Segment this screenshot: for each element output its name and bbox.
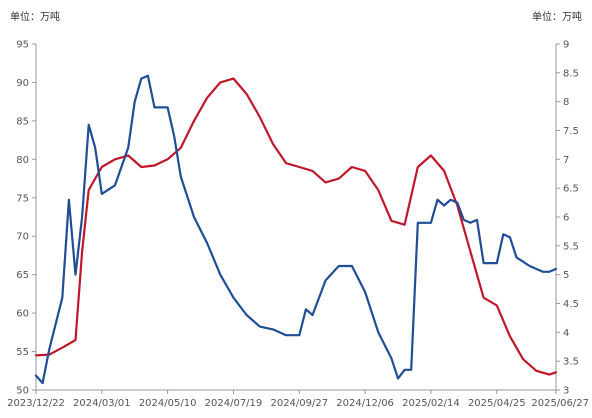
x-tick-label: 2024/07/19 [205,398,263,409]
right-y-tick-label: 8 [563,97,569,108]
right-y-tick-label: 5 [563,270,569,281]
x-tick-label: 2024/03/01 [73,398,131,409]
x-tick-label: 2024/12/06 [336,398,394,409]
right-y-tick-label: 4.5 [563,299,579,310]
left-axis-unit-label: 单位：万吨 [10,12,60,23]
x-tick-label: 2025/02/14 [402,398,460,409]
right-y-tick-label: 4 [563,328,569,339]
left-y-tick-label: 50 [16,386,29,397]
left-y-tick-label: 55 [16,347,29,358]
right-y-tick-label: 3.5 [563,357,579,368]
x-tick-label: 2024/09/27 [270,398,328,409]
x-tick-label: 2023/12/22 [7,398,65,409]
right-y-tick-label: 6 [563,213,569,224]
series-line-left-axis [34,77,558,376]
series-line-right-axis [34,74,558,385]
right-y-tick-label: 9 [563,40,569,51]
left-y-tick-label: 95 [16,40,29,51]
x-tick-label: 2024/05/10 [139,398,197,409]
right-axis-unit-label: 单位：万吨 [532,12,582,23]
left-y-tick-label: 65 [16,270,29,281]
chart-axes: 50 55 60 65 70 75 80 85 90 95 3 3.5 4 4.5 5 5.5 6 6.5 7 7.5… [7,40,589,410]
right-y-tick-label: 5.5 [563,241,579,252]
left-y-tick-label: 80 [16,155,29,166]
left-y-tick-label: 70 [16,232,29,243]
x-tick-label: 2025/04/25 [468,398,526,409]
x-tick-label: 2025/06/27 [531,398,589,409]
left-y-tick-label: 90 [16,78,29,89]
left-y-tick-label: 60 [16,309,29,320]
right-y-tick-label: 3 [563,386,569,397]
right-y-tick-label: 8.5 [563,68,579,79]
series-layer [34,74,558,385]
right-y-tick-label: 6.5 [563,184,579,195]
right-y-tick-label: 7 [563,155,569,166]
right-y-tick-label: 7.5 [563,126,579,137]
left-y-tick-label: 75 [16,193,29,204]
left-y-tick-label: 85 [16,116,29,127]
